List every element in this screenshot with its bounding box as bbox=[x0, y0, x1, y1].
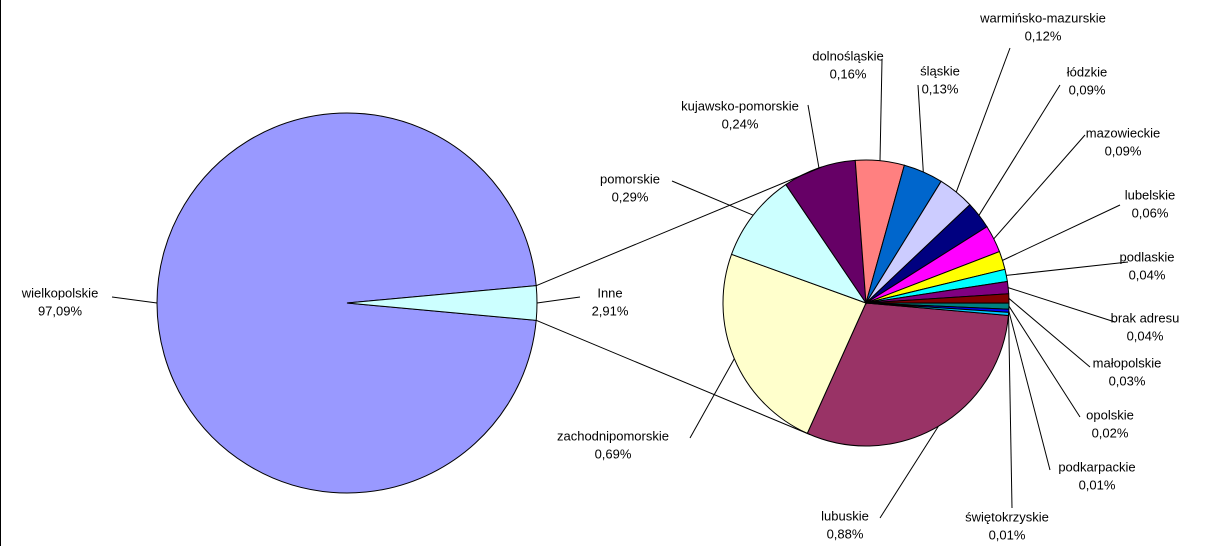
leader-line bbox=[993, 134, 1086, 240]
slice-value-label: 97,09% bbox=[38, 303, 83, 318]
leader-line bbox=[111, 296, 158, 304]
leader-line bbox=[671, 180, 754, 216]
leader-line bbox=[879, 426, 939, 519]
slice-value-label: 0,04% bbox=[1129, 267, 1166, 282]
leader-line bbox=[917, 84, 924, 173]
leader-line bbox=[536, 296, 581, 304]
leader-line bbox=[955, 47, 1011, 193]
slice-label: zachodnipomorskie bbox=[557, 428, 669, 443]
slice-label: lubuskie bbox=[821, 508, 869, 523]
leader-line bbox=[807, 104, 820, 169]
slice-value-label: 0,01% bbox=[989, 527, 1026, 542]
slice-value-label: 0,13% bbox=[922, 81, 959, 96]
slice-label: podkarpackie bbox=[1058, 459, 1135, 474]
slice-value-label: 2,91% bbox=[592, 303, 629, 318]
slice-value-label: 0,09% bbox=[1105, 143, 1142, 158]
connector-line bbox=[536, 319, 811, 436]
slice-label: śląskie bbox=[920, 63, 960, 78]
leader-line bbox=[1008, 298, 1091, 368]
slice-value-label: 0,12% bbox=[1025, 28, 1062, 43]
slice-label: Inne bbox=[597, 285, 622, 300]
slice-label: dolnośląskie bbox=[812, 48, 884, 63]
slice-label: lubelskie bbox=[1125, 187, 1176, 202]
slice-value-label: 0,01% bbox=[1079, 477, 1116, 492]
leader-line bbox=[689, 358, 735, 439]
slice-value-label: 0,02% bbox=[1092, 425, 1129, 440]
leader-line bbox=[879, 59, 883, 161]
slice-value-label: 0,04% bbox=[1127, 328, 1164, 343]
slice-label: pomorskie bbox=[600, 171, 660, 186]
leader-line bbox=[1008, 310, 1051, 471]
slice-label: warmińsko-mazurskie bbox=[979, 10, 1106, 25]
slice-label: kujawsko-pomorskie bbox=[681, 98, 799, 113]
slice-label: podlaskie bbox=[1120, 249, 1175, 264]
slice-label: mazowieckie bbox=[1086, 125, 1160, 140]
slice-value-label: 0,09% bbox=[1069, 82, 1106, 97]
leader-line bbox=[978, 84, 1061, 216]
pie-slice bbox=[156, 112, 537, 494]
slice-label: łódzkie bbox=[1067, 64, 1107, 79]
connector-line bbox=[536, 166, 823, 287]
slice-label: opolskie bbox=[1086, 407, 1134, 422]
slice-value-label: 0,03% bbox=[1109, 373, 1146, 388]
leader-line bbox=[1008, 287, 1116, 323]
leader-line bbox=[1002, 204, 1121, 261]
leader-line bbox=[1008, 313, 1013, 509]
slice-label: małopolskie bbox=[1093, 355, 1162, 370]
slice-value-label: 0,24% bbox=[722, 116, 759, 131]
leader-line bbox=[1008, 305, 1081, 418]
slice-label: brak adresu bbox=[1111, 310, 1180, 325]
slice-label: świętokrzyskie bbox=[965, 509, 1049, 524]
slice-value-label: 0,29% bbox=[612, 189, 649, 204]
slice-value-label: 0,06% bbox=[1132, 205, 1169, 220]
slice-label: wielkopolskie bbox=[21, 285, 99, 300]
slice-value-label: 0,88% bbox=[827, 526, 864, 541]
slice-value-label: 0,69% bbox=[595, 446, 632, 461]
slice-value-label: 0,16% bbox=[830, 66, 867, 81]
leader-line bbox=[1006, 261, 1129, 276]
